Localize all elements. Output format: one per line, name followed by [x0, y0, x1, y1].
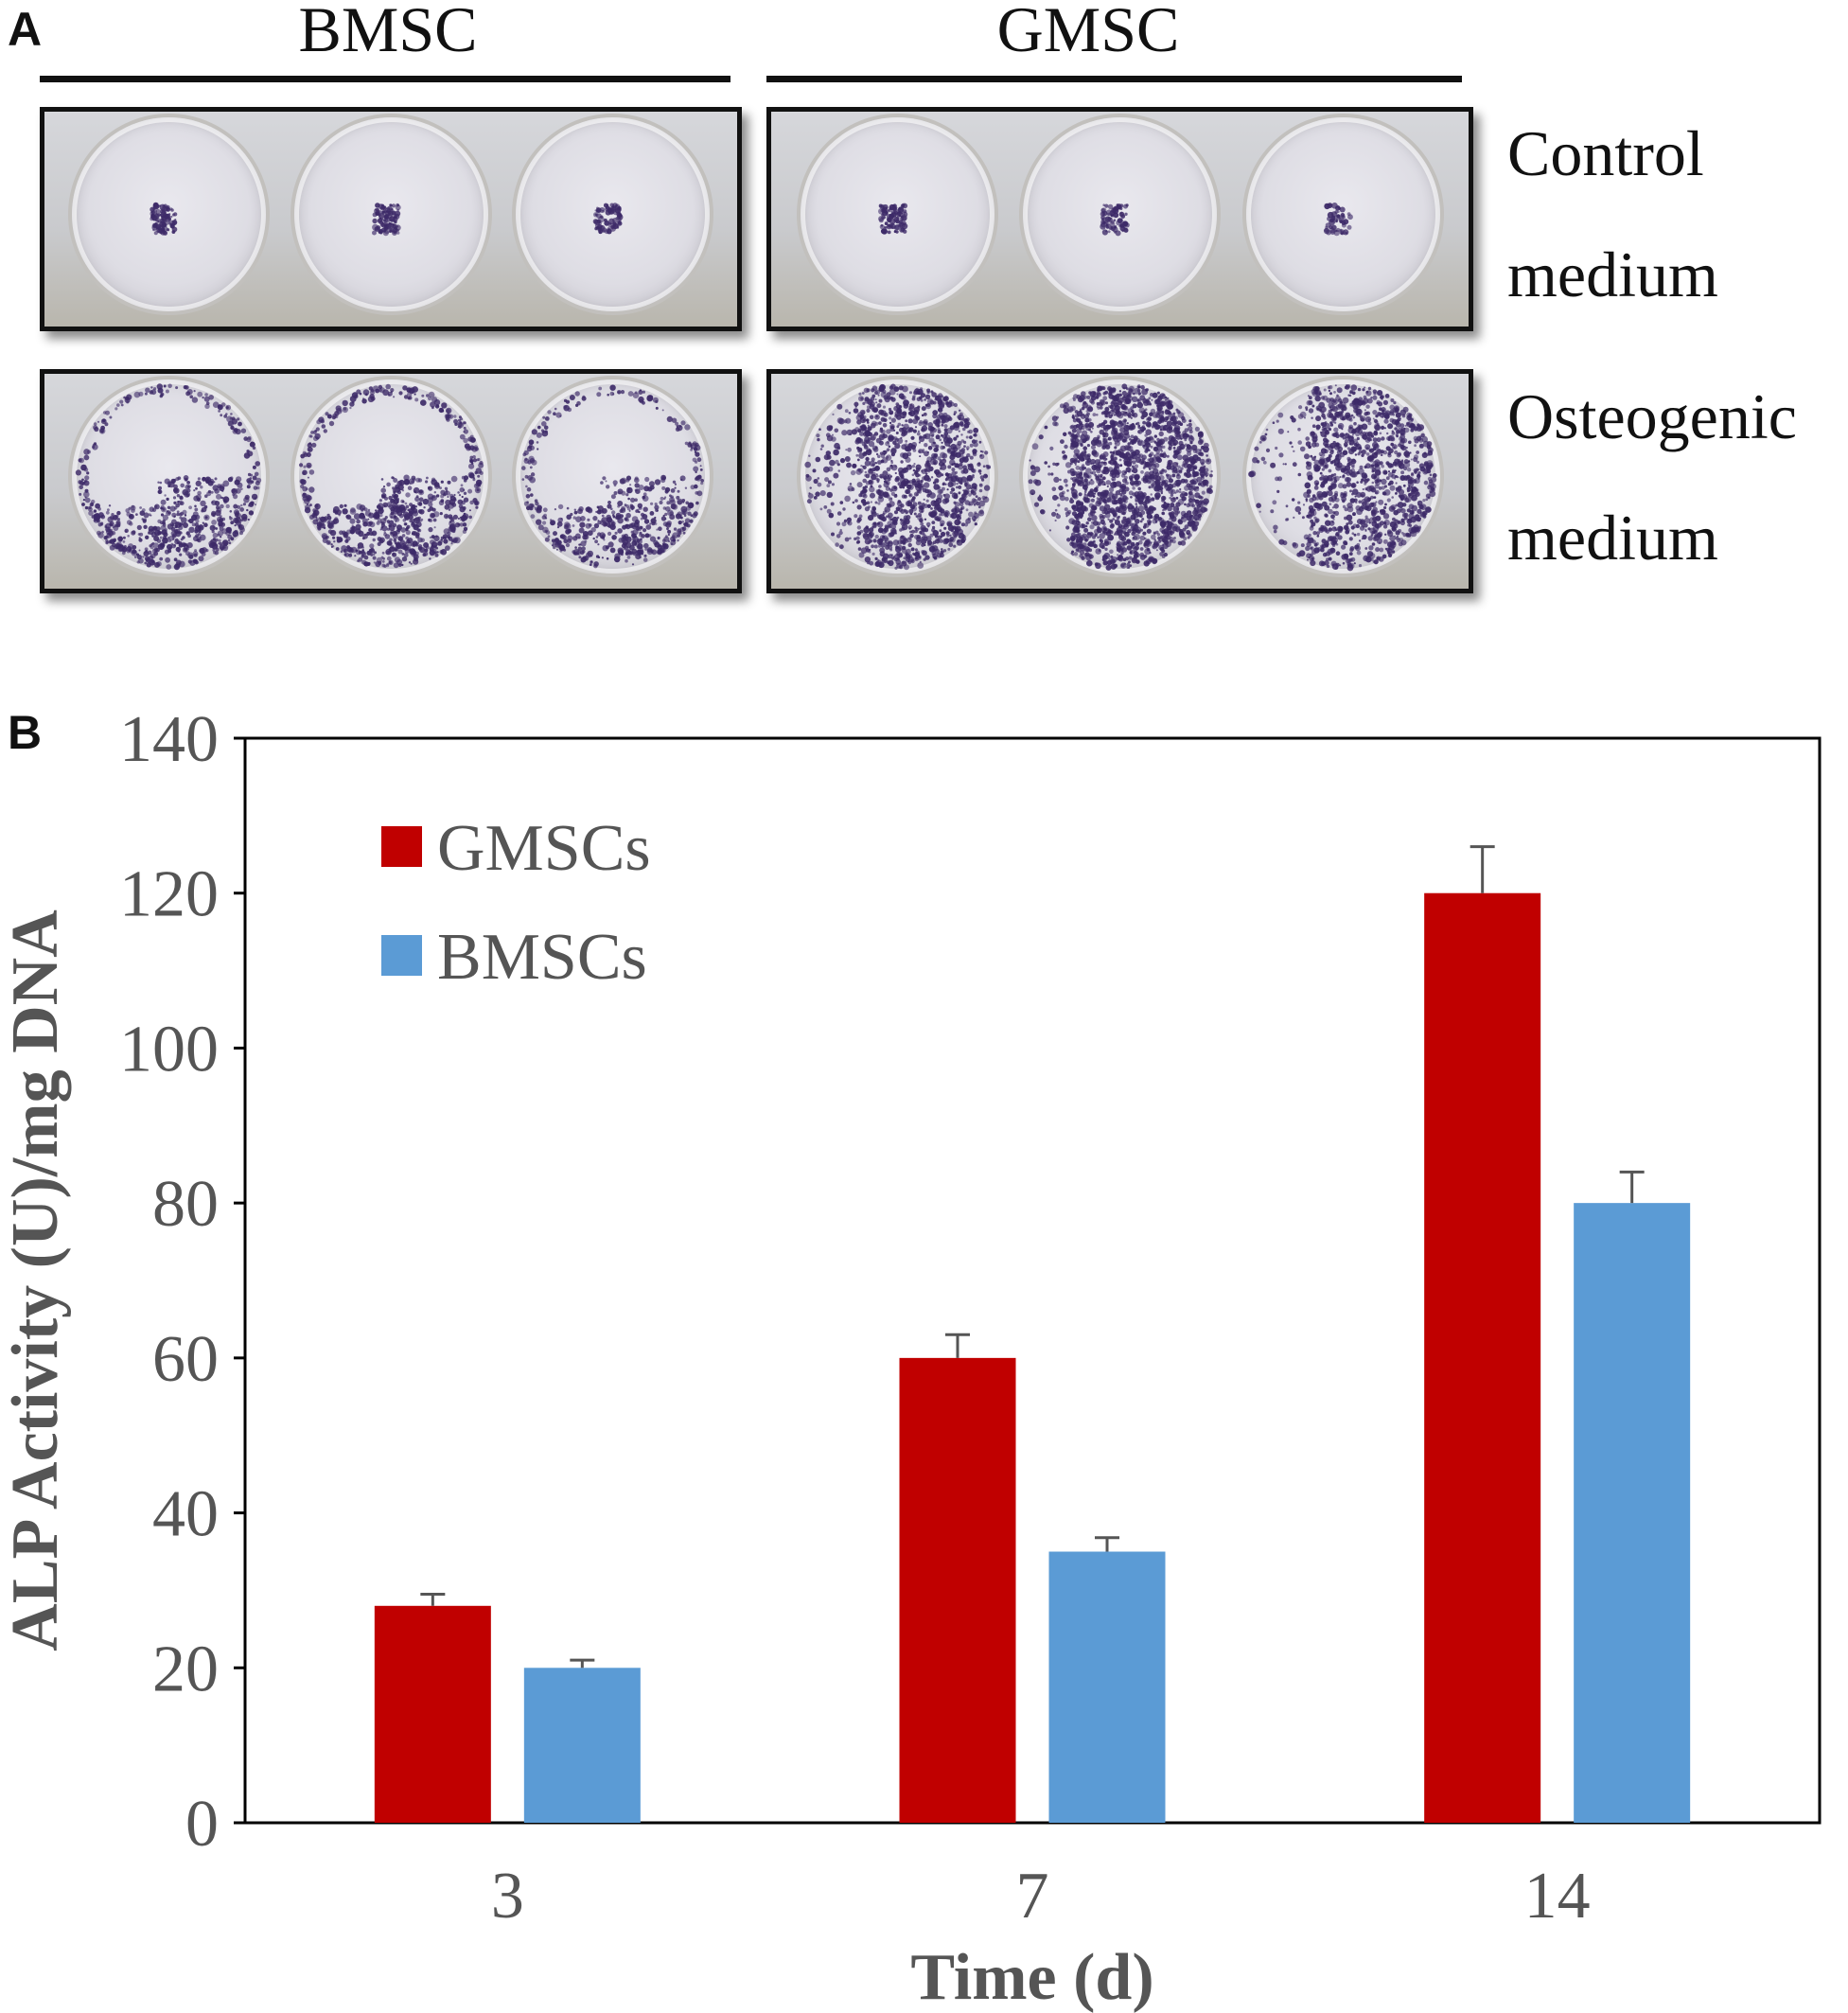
- row-label-osteogenic-line2: medium: [1507, 502, 1718, 574]
- stain-pattern: [1247, 384, 1437, 572]
- stain-pattern: [1028, 383, 1213, 571]
- culture-well: [1245, 380, 1440, 574]
- culture-well: [800, 380, 994, 574]
- bar-gmscs-day-3: [374, 1605, 491, 1823]
- y-tick-label: 120: [119, 858, 219, 931]
- y-tick-label: 20: [152, 1633, 219, 1705]
- row-label-osteogenic: Osteogenic medium: [1507, 356, 1797, 598]
- row-label-control-line2: medium: [1507, 238, 1718, 310]
- culture-well: [515, 380, 710, 574]
- y-tick-label: 60: [152, 1323, 219, 1396]
- stain-pattern: [371, 203, 401, 237]
- row-label-control: Control medium: [1507, 93, 1718, 335]
- culture-well: [293, 117, 488, 311]
- panel-b-letter: B: [8, 706, 43, 759]
- x-tick-label: 14: [1524, 1860, 1591, 1933]
- stain-pattern: [150, 202, 178, 236]
- row-label-osteogenic-line1: Osteogenic: [1507, 380, 1797, 452]
- bar-bmscs-day-7: [1048, 1551, 1166, 1823]
- legend-swatch-bmscs: [381, 935, 422, 976]
- bars-layer: [374, 845, 1691, 1823]
- culture-well: [1023, 117, 1217, 311]
- y-tick-label: 140: [119, 703, 219, 776]
- culture-well: [293, 380, 488, 574]
- y-tick-label: 80: [152, 1168, 219, 1241]
- stain-pattern: [520, 384, 704, 569]
- bar-gmscs-day-7: [899, 1357, 1016, 1823]
- y-axis-label: ALP Activity (U)/mg DNA: [0, 909, 72, 1651]
- group-title-bmsc: BMSC: [298, 0, 478, 65]
- culture-well: [800, 117, 994, 311]
- stain-pattern: [1323, 203, 1353, 237]
- legend-label-bmscs: BMSCs: [437, 921, 647, 994]
- group-rule-bmsc: [40, 76, 730, 82]
- stain-pattern: [592, 203, 624, 235]
- legend-label-gmscs: GMSCs: [437, 812, 651, 885]
- x-axis-label: Time (d): [910, 1941, 1153, 2013]
- bar-bmscs-day-3: [523, 1668, 641, 1823]
- group-rule-gmsc: [766, 76, 1462, 82]
- plate-bmsc-osteogenic: [40, 369, 742, 593]
- plot-frame: [243, 736, 1822, 1825]
- plate-gmsc-control: [766, 107, 1473, 331]
- stain-pattern: [877, 203, 907, 235]
- y-tick-label: 40: [152, 1478, 219, 1551]
- bar-gmscs-day-14: [1424, 892, 1541, 1823]
- culture-well: [1023, 380, 1217, 574]
- x-tick-label: 7: [1016, 1860, 1049, 1933]
- plate-gmsc-osteogenic: [766, 369, 1473, 593]
- culture-well: [1245, 117, 1440, 311]
- culture-well: [515, 117, 710, 311]
- y-tick-label: 100: [119, 1013, 219, 1086]
- bar-bmscs-day-14: [1574, 1203, 1691, 1823]
- stain-pattern: [298, 383, 484, 569]
- row-label-control-line1: Control: [1507, 117, 1704, 189]
- alp-bar-chart: 0 20 40 60 80 100 120 140 3 7 14 ALP Activity (U)…: [0, 703, 1822, 2013]
- group-title-gmsc: GMSC: [996, 0, 1180, 65]
- stain-pattern: [76, 383, 262, 571]
- y-tick-label: 0: [185, 1788, 219, 1861]
- x-ticks-layer: 3 7 14: [491, 1860, 1591, 1933]
- stain-pattern: [803, 383, 991, 571]
- legend-swatch-gmscs: [381, 826, 422, 867]
- plate-bmsc-control: [40, 107, 742, 331]
- culture-well: [72, 117, 267, 311]
- x-tick-label: 3: [491, 1860, 524, 1933]
- stain-pattern: [1100, 203, 1130, 237]
- chart-legend: GMSCs BMSCs: [381, 812, 651, 994]
- panel-a-letter: A: [8, 3, 43, 56]
- y-ticks-layer: 0 20 40 60 80 100 120 140: [119, 703, 245, 1861]
- culture-well: [72, 380, 267, 574]
